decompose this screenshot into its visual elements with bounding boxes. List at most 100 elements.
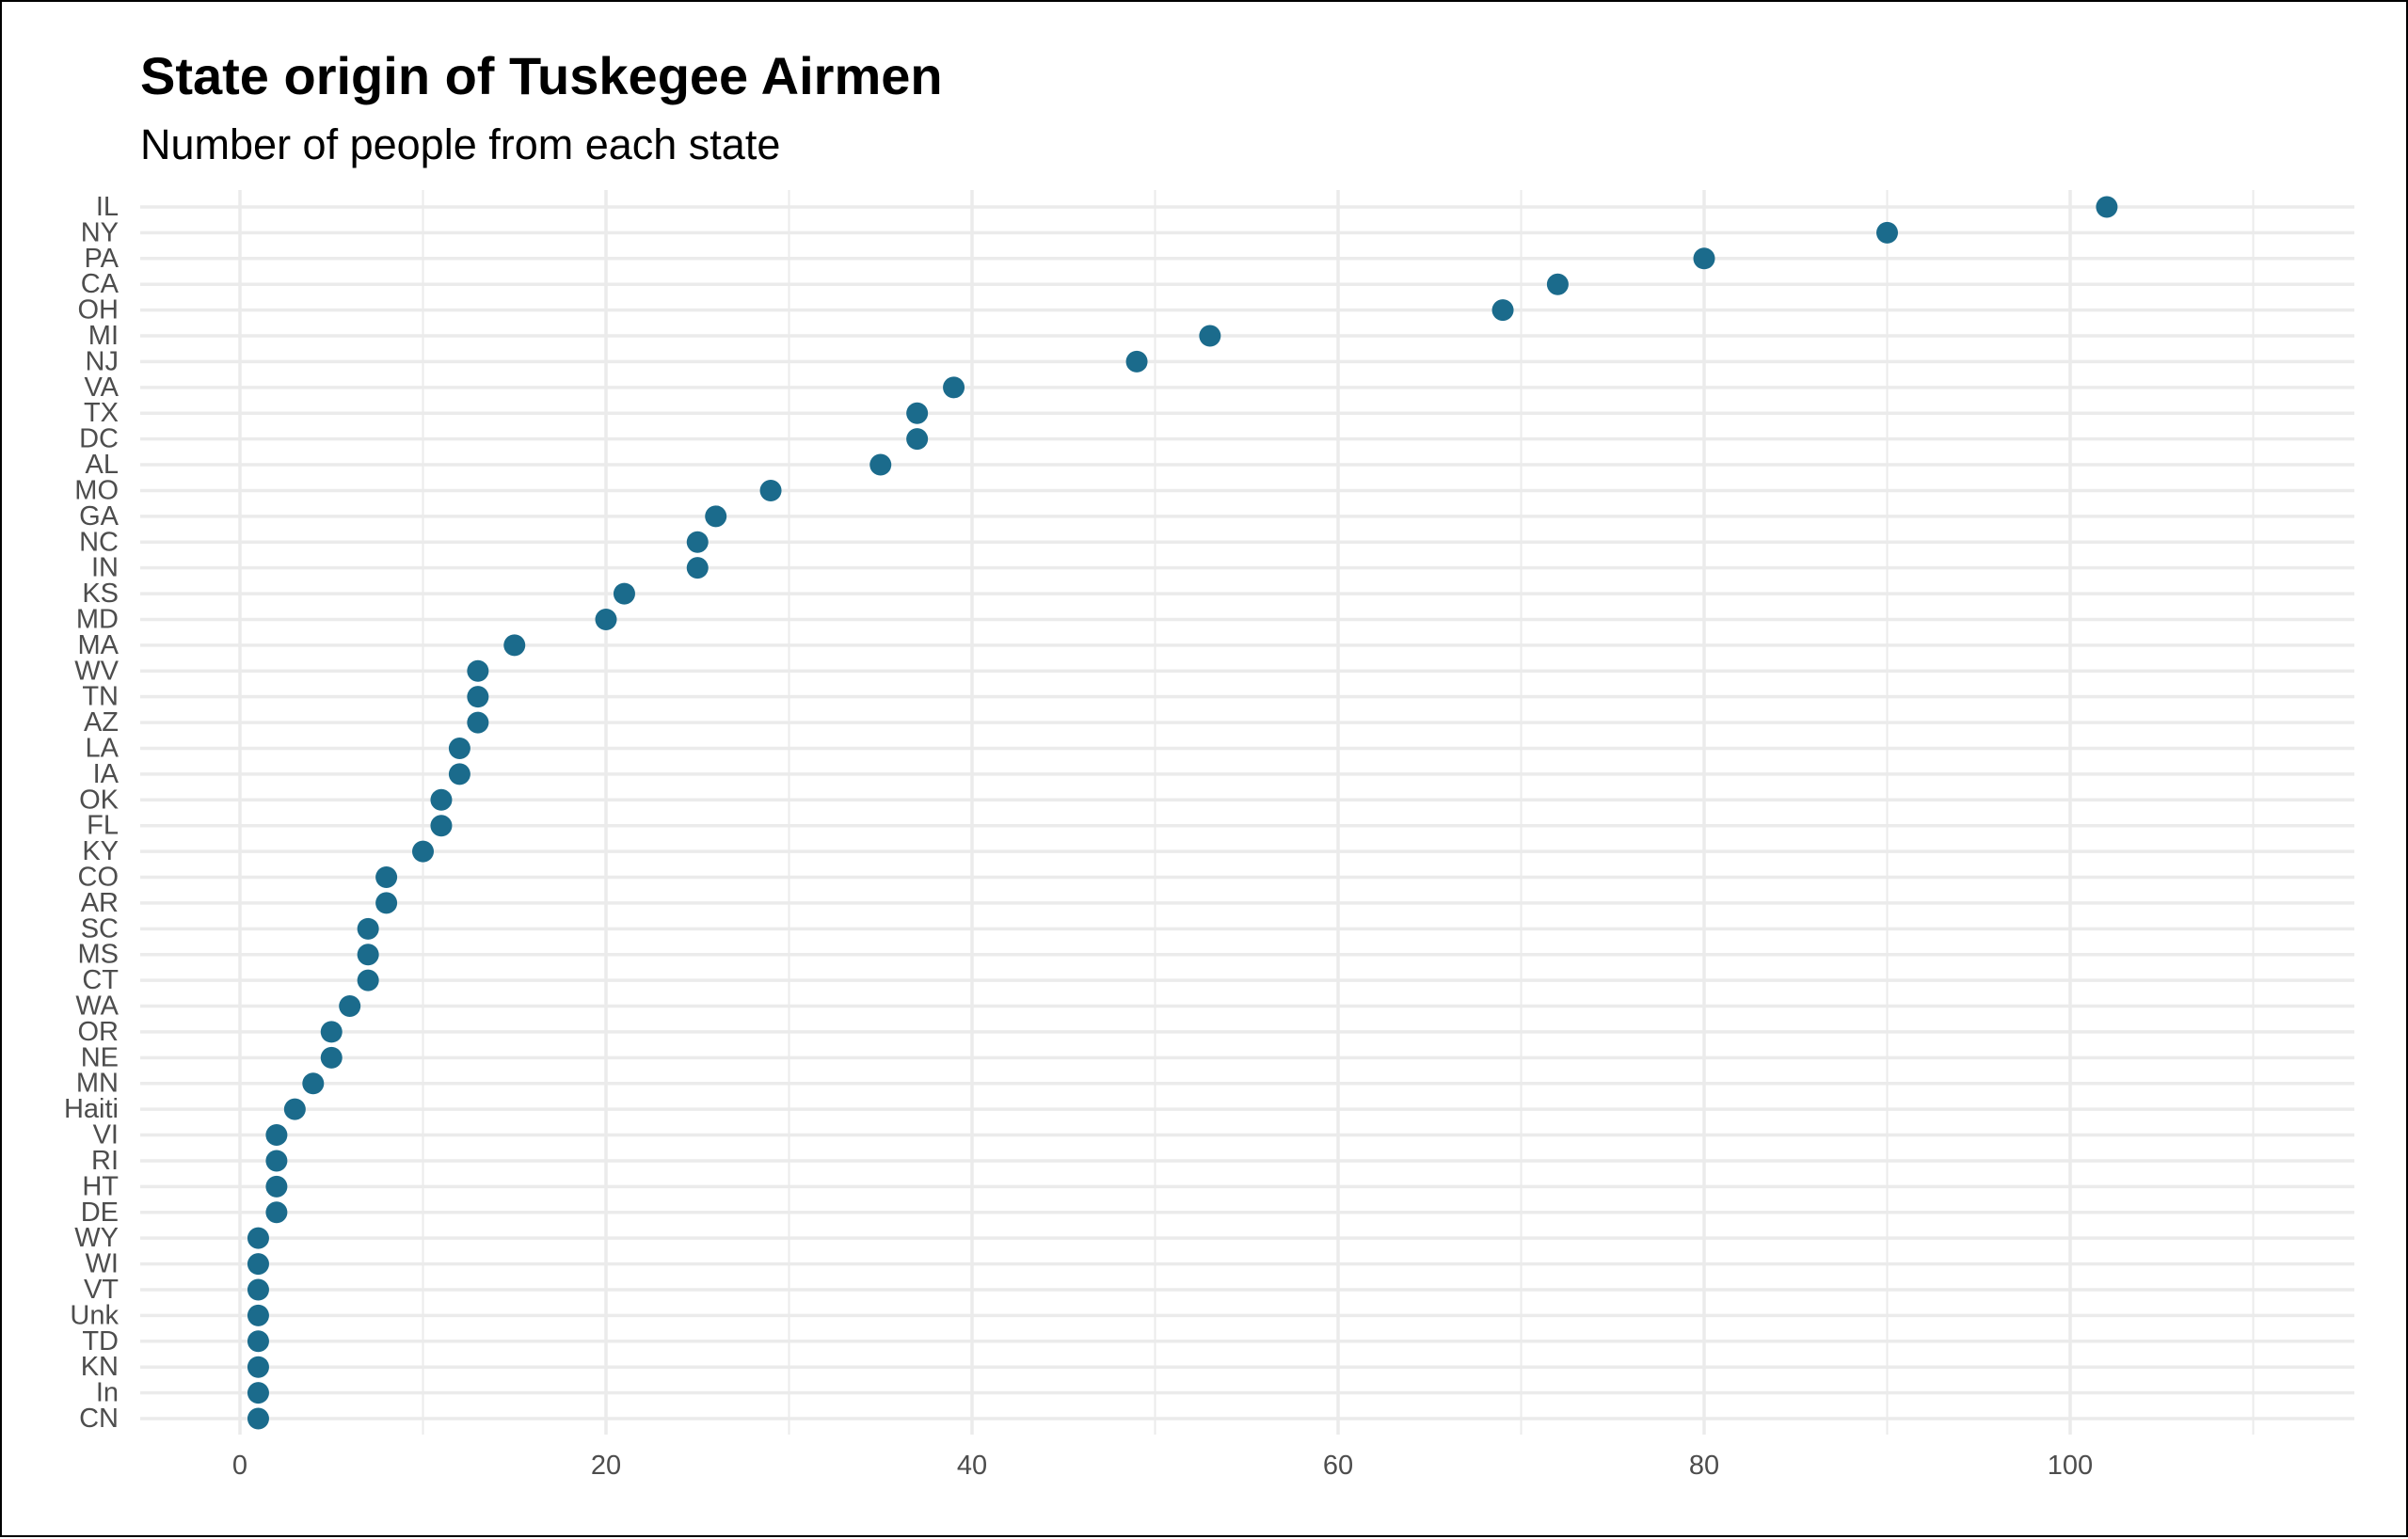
y-tick-label: SC [81, 913, 119, 944]
data-point-mo [759, 479, 782, 501]
y-tick-label: MA [78, 630, 120, 660]
y-tick-label: NE [81, 1042, 119, 1072]
x-tick-label: 0 [232, 1451, 247, 1481]
data-point-ms [357, 944, 379, 966]
data-point-sc [357, 917, 379, 940]
data-point-ri [265, 1150, 288, 1172]
y-tick-label: VT [84, 1275, 119, 1305]
y-tick-label: Haiti [64, 1094, 119, 1124]
data-point-il [2096, 196, 2118, 218]
y-tick-label: AZ [84, 707, 119, 738]
y-tick-label: IN [91, 553, 119, 583]
data-point-ma [503, 634, 526, 657]
data-point-ks [613, 582, 635, 605]
chart-title: State origin of Tuskegee Airmen [140, 46, 943, 105]
y-tick-label: MO [74, 475, 119, 505]
data-point-ct [357, 969, 379, 992]
y-tick-label: MI [88, 321, 119, 351]
x-tick-label: 40 [957, 1451, 987, 1481]
data-point-wa [339, 995, 361, 1018]
y-tick-label: Unk [70, 1300, 119, 1330]
y-tick-label: LA [86, 733, 120, 763]
data-point-in [247, 1382, 269, 1404]
data-point-fl [430, 815, 453, 837]
data-point-wi [247, 1253, 269, 1276]
data-point-ny [1876, 221, 1898, 244]
x-tick-label: 100 [2048, 1451, 2093, 1481]
data-point-td [247, 1330, 269, 1353]
data-point-ky [412, 840, 434, 863]
y-tick-label: AL [86, 450, 119, 480]
y-tick-label: CO [78, 863, 120, 893]
data-point-nj [1125, 350, 1148, 373]
y-tick-label: KS [82, 579, 119, 609]
y-tick-label: NJ [86, 346, 119, 376]
chart-subtitle: Number of people from each state [140, 120, 781, 168]
y-tick-label: OK [79, 785, 120, 815]
y-tick-label: RI [91, 1146, 119, 1176]
data-point-oh [1491, 299, 1514, 322]
data-point-or [320, 1021, 343, 1043]
y-tick-label: WV [74, 656, 119, 686]
y-tick-label: TX [84, 398, 119, 428]
data-point-vi [265, 1124, 288, 1147]
x-tick-label: 80 [1689, 1451, 1719, 1481]
data-point-mn [302, 1072, 325, 1095]
data-point-ne [320, 1046, 343, 1069]
y-tick-label: MN [76, 1069, 119, 1099]
x-tick-label: 60 [1323, 1451, 1353, 1481]
y-tick-label: KY [82, 836, 119, 866]
y-tick-label: CN [79, 1404, 119, 1434]
data-point-kn [247, 1356, 269, 1378]
data-point-ar [375, 892, 398, 914]
y-tick-label: NY [81, 217, 119, 247]
data-point-wy [247, 1227, 269, 1249]
y-tick-label: OR [78, 1017, 120, 1047]
y-tick-label: DE [81, 1198, 119, 1228]
data-point-md [595, 608, 617, 630]
y-tick-label: GA [79, 501, 120, 532]
data-point-nc [686, 531, 709, 553]
data-point-de [265, 1201, 288, 1224]
data-point-wv [467, 659, 489, 682]
y-tick-label: NC [79, 527, 119, 557]
y-tick-label: OH [78, 295, 120, 325]
data-point-unk [247, 1304, 269, 1326]
y-tick-label: IL [96, 192, 119, 222]
data-point-pa [1693, 247, 1715, 270]
y-tick-label: TN [82, 682, 119, 712]
y-tick-label: DC [79, 424, 119, 454]
x-tick-label: 20 [591, 1451, 621, 1481]
data-point-tn [467, 686, 489, 708]
y-tick-label: TD [82, 1326, 119, 1357]
y-tick-label: MD [76, 604, 119, 634]
data-point-co [375, 866, 398, 889]
y-tick-label: FL [87, 811, 119, 841]
data-point-az [467, 711, 489, 734]
y-tick-label: In [96, 1378, 119, 1408]
y-tick-label: CT [82, 965, 119, 995]
y-tick-label: WA [75, 992, 119, 1022]
data-point-ga [705, 505, 727, 528]
data-point-haiti [283, 1098, 306, 1120]
data-point-ok [430, 788, 453, 811]
data-point-vt [247, 1278, 269, 1301]
y-tick-label: KN [81, 1352, 119, 1382]
data-point-ht [265, 1175, 288, 1198]
data-point-la [448, 737, 470, 759]
data-point-va [943, 376, 965, 399]
y-tick-label: WI [86, 1249, 119, 1279]
data-point-mi [1199, 325, 1221, 347]
data-point-ca [1546, 273, 1569, 295]
y-tick-label: VA [84, 373, 119, 403]
y-tick-label: IA [93, 759, 120, 789]
data-point-ia [448, 763, 470, 785]
y-tick-label: PA [84, 244, 119, 274]
y-tick-label: MS [78, 940, 120, 970]
y-tick-label: AR [81, 888, 119, 918]
y-tick-label: HT [82, 1171, 119, 1201]
data-point-al [869, 453, 892, 476]
data-point-dc [906, 428, 929, 451]
